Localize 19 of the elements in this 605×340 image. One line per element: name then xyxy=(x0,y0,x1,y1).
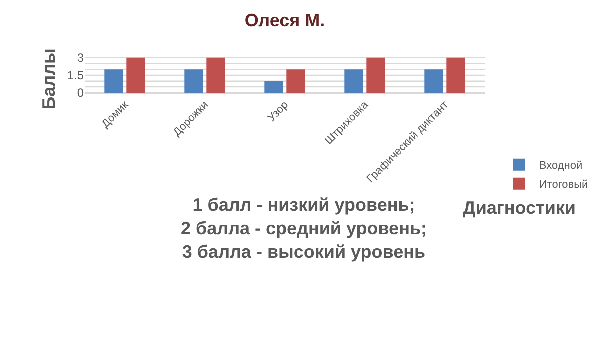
bar xyxy=(344,70,364,93)
bar xyxy=(264,81,284,93)
bar xyxy=(126,58,146,93)
bar xyxy=(366,58,386,93)
bar xyxy=(446,58,466,93)
bar xyxy=(104,70,124,93)
legend-label: Итоговый xyxy=(539,179,588,192)
chart-title: Олеся М. xyxy=(244,10,326,31)
y-axis-title: Баллы xyxy=(39,48,60,110)
bar xyxy=(424,70,444,93)
bar xyxy=(184,70,204,93)
bar xyxy=(286,70,306,93)
text: 1 балл - низкий уровень; 2 балла - средний уровень; 3 балла - высокий уровень xyxy=(181,195,427,262)
legend-label: Входной xyxy=(539,160,583,172)
bar xyxy=(206,58,226,93)
y-tick-label: 1.5 xyxy=(67,68,84,83)
y-tick-label: 0 xyxy=(77,86,84,100)
y-tick-label: 3 xyxy=(77,51,84,66)
x-axis-title: Диагностики xyxy=(463,198,576,218)
